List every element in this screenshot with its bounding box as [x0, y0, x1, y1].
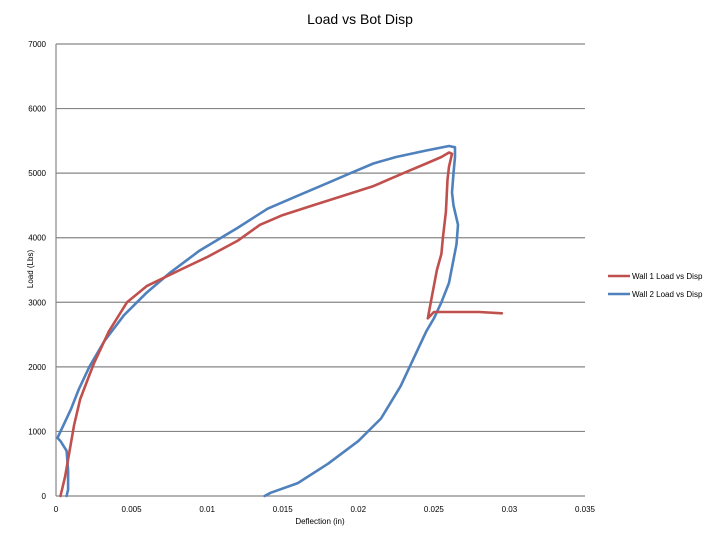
series-line-2 — [56, 144, 460, 498]
tick-labels: 0 1000 2000 3000 4000 5000 6000 7000 0 0.005 0.01 0… — [28, 40, 595, 514]
x-tick-label: 0.025 — [424, 505, 445, 514]
y-tick-label: 3000 — [28, 298, 46, 307]
y-tick-label: 0 — [42, 492, 47, 501]
chart-title: Load vs Bot Disp — [307, 11, 413, 27]
y-tick-label: 1000 — [28, 427, 46, 436]
gridlines — [56, 43, 585, 433]
x-tick-label: 0 — [54, 505, 59, 514]
x-tick-label: 0.015 — [273, 505, 294, 514]
series-lines — [56, 144, 504, 498]
y-tick-label: 7000 — [28, 40, 46, 49]
y-tick-label: 5000 — [28, 169, 46, 178]
y-tick-label: 6000 — [28, 105, 46, 114]
x-tick-label: 0.035 — [575, 505, 596, 514]
legend-label: Wall 1 Load vs Disp — [632, 272, 703, 281]
x-tick-label: 0.03 — [502, 505, 518, 514]
x-tick-label: 0.01 — [199, 505, 215, 514]
legend: Wall 1 Load vs Disp Wall 2 Load vs Disp — [608, 272, 703, 299]
y-axis-label: Load (Lbs) — [26, 250, 35, 289]
legend-label: Wall 2 Load vs Disp — [632, 290, 703, 299]
axes — [55, 44, 585, 497]
y-tick-label: 2000 — [28, 363, 46, 372]
x-axis-label: Deflection (in) — [295, 517, 345, 526]
y-tick-label: 4000 — [28, 234, 46, 243]
series-line-1 — [59, 151, 504, 498]
x-tick-label: 0.005 — [122, 505, 143, 514]
x-tick-label: 0.02 — [350, 505, 366, 514]
